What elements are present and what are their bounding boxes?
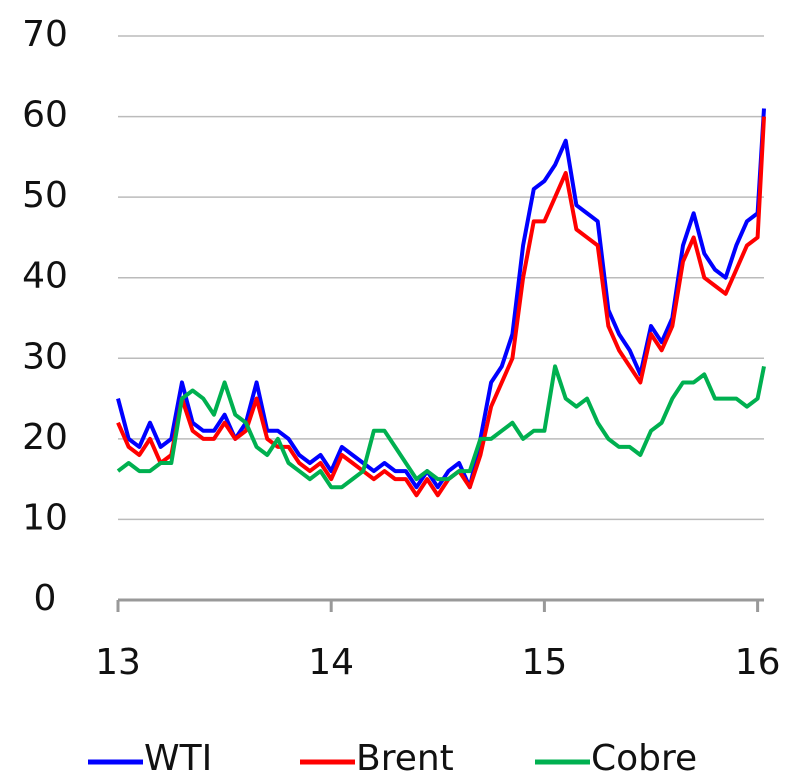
- y-tick-label: 10: [22, 497, 68, 538]
- x-tick-label: 13: [95, 642, 141, 683]
- series-line: [116, 364, 766, 490]
- series-line: [116, 116, 766, 498]
- y-tick-label: 60: [22, 95, 68, 136]
- x-tick-label: 15: [521, 642, 567, 683]
- y-tick-label: 20: [22, 417, 68, 458]
- legend-label: Cobre: [591, 738, 697, 778]
- x-tick-label: 16: [735, 642, 781, 683]
- x-tick-label: 14: [308, 642, 354, 683]
- y-tick-label: 0: [34, 578, 57, 619]
- legend-label: Brent: [356, 738, 454, 778]
- y-tick-label: 30: [22, 336, 68, 377]
- y-tick-label: 70: [22, 14, 68, 55]
- series-line: [116, 108, 766, 490]
- legend-label: WTI: [144, 738, 212, 778]
- y-tick-label: 50: [22, 175, 68, 216]
- y-tick-label: 40: [22, 256, 68, 297]
